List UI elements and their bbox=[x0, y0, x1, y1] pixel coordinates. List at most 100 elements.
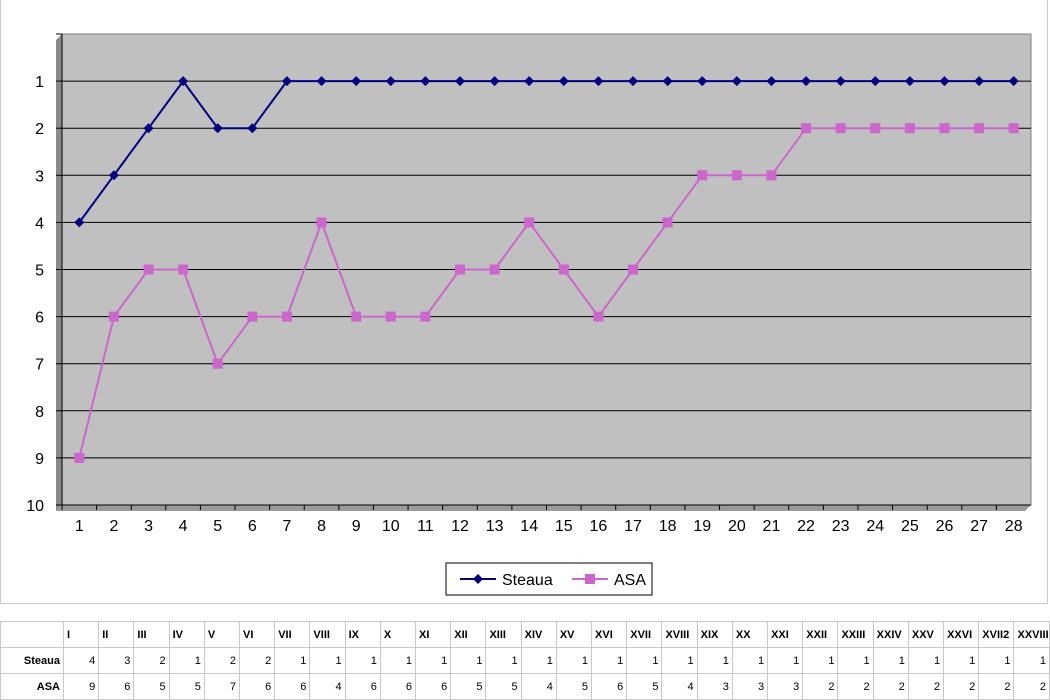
round-header-cell: XI bbox=[415, 621, 452, 648]
data-point-steaua bbox=[697, 76, 708, 87]
data-point-asa bbox=[904, 123, 915, 134]
rank-value-cell: 1 bbox=[168, 647, 205, 674]
round-header-cell: XV bbox=[555, 621, 593, 648]
x-tick-label: 21 bbox=[763, 518, 781, 535]
data-point-asa bbox=[143, 264, 154, 275]
data-point-steaua bbox=[454, 76, 465, 87]
rank-value-cell: 9 bbox=[62, 673, 100, 700]
rank-value-cell: 6 bbox=[239, 673, 276, 700]
team-name-cell: Steaua bbox=[0, 647, 64, 674]
data-point-asa bbox=[697, 170, 708, 181]
table-header-row: I II III IV V VI VII VIII IX X XI XII XIII XIV XV XVI XV… bbox=[0, 621, 1050, 648]
rank-value-cell: 5 bbox=[555, 673, 593, 700]
rank-value-cell: 3 bbox=[731, 673, 769, 700]
round-header-cell: XIII bbox=[485, 621, 522, 648]
data-point-steaua bbox=[420, 76, 431, 87]
x-tick-label: 7 bbox=[282, 518, 291, 535]
data-point-asa bbox=[108, 311, 119, 322]
data-point-steaua bbox=[974, 76, 985, 87]
data-point-steaua bbox=[524, 76, 535, 87]
legend-marker bbox=[473, 574, 483, 584]
plot-floor bbox=[56, 505, 1031, 511]
rank-value-cell: 1 bbox=[731, 647, 769, 674]
data-point-steaua bbox=[281, 76, 292, 87]
data-point-steaua bbox=[662, 76, 673, 87]
x-tick-label: 12 bbox=[451, 518, 469, 535]
x-tick-label: 18 bbox=[659, 518, 677, 535]
rank-value-cell: 1 bbox=[344, 647, 381, 674]
round-header-cell: III bbox=[133, 621, 170, 648]
data-point-asa bbox=[178, 264, 189, 275]
data-point-asa bbox=[74, 452, 85, 463]
rank-value-cell: 1 bbox=[943, 647, 980, 674]
rank-value-cell: 4 bbox=[62, 647, 100, 674]
data-point-asa bbox=[731, 170, 742, 181]
x-tick-label: 9 bbox=[352, 518, 361, 535]
rank-value-cell: 1 bbox=[696, 647, 733, 674]
table-row: ASA 9 6 5 5 7 6 6 4 6 6 6 5 5 4 5 6 5 4 3 3 3 2 2 2 2 2 2 2 bbox=[0, 673, 1050, 700]
data-point-steaua bbox=[143, 123, 154, 134]
data-point-asa bbox=[524, 217, 535, 228]
plot-side-wall bbox=[56, 34, 62, 511]
rank-value-cell: 1 bbox=[1013, 647, 1050, 674]
x-tick-label: 24 bbox=[866, 518, 884, 535]
data-point-asa bbox=[1008, 123, 1019, 134]
data-point-asa bbox=[454, 264, 465, 275]
rank-value-cell: 1 bbox=[626, 647, 663, 674]
x-tick-label: 2 bbox=[109, 518, 118, 535]
rank-value-cell: 5 bbox=[626, 673, 663, 700]
round-header-cell: XIX bbox=[696, 621, 733, 648]
round-header-cell: XXI bbox=[767, 621, 804, 648]
rank-value-cell: 1 bbox=[309, 647, 346, 674]
data-point-steaua bbox=[212, 123, 223, 134]
y-tick-label: 7 bbox=[35, 357, 44, 374]
x-tick-label: 16 bbox=[590, 518, 608, 535]
x-tick-label: 8 bbox=[317, 518, 326, 535]
results-table: I II III IV V VI VII VIII IX X XI XII XIII XIV XV XVI XV… bbox=[0, 621, 1050, 700]
round-header-cell: II bbox=[98, 621, 135, 648]
rank-value-cell: 3 bbox=[696, 673, 733, 700]
data-point-asa bbox=[870, 123, 881, 134]
rank-value-cell: 1 bbox=[450, 647, 487, 674]
y-tick-label: 3 bbox=[35, 168, 44, 185]
data-point-steaua bbox=[870, 76, 881, 87]
rank-value-cell: 1 bbox=[591, 647, 628, 674]
data-point-steaua bbox=[489, 76, 500, 87]
round-header-cell: IV bbox=[168, 621, 205, 648]
data-point-asa bbox=[489, 264, 500, 275]
rank-value-cell: 6 bbox=[379, 673, 417, 700]
round-header-cell: X bbox=[379, 621, 417, 648]
data-point-asa bbox=[628, 264, 639, 275]
data-point-steaua bbox=[939, 76, 950, 87]
rank-value-cell: 6 bbox=[344, 673, 381, 700]
table-row: Steaua 4 3 2 1 2 2 1 1 1 1 1 1 1 1 1 1 1 1 1 1 1 1 1 1 1 1 1 1 bbox=[0, 647, 1050, 674]
x-tick-label: 3 bbox=[144, 518, 153, 535]
round-header-cell: XXIII bbox=[837, 621, 874, 648]
team-name-cell: ASA bbox=[0, 673, 64, 700]
y-tick-label: 8 bbox=[35, 404, 44, 421]
data-point-steaua bbox=[801, 76, 812, 87]
data-point-asa bbox=[974, 123, 985, 134]
x-tick-label: 1 bbox=[75, 518, 84, 535]
data-point-steaua bbox=[247, 123, 258, 134]
x-tick-label: 27 bbox=[970, 518, 988, 535]
rank-value-cell: 2 bbox=[802, 673, 839, 700]
y-tick-label: 9 bbox=[35, 451, 44, 468]
rank-value-cell: 1 bbox=[274, 647, 311, 674]
rank-value-cell: 5 bbox=[168, 673, 205, 700]
round-header-cell: V bbox=[203, 621, 241, 648]
legend-marker bbox=[585, 574, 595, 584]
x-tick-label: 28 bbox=[1005, 518, 1023, 535]
series-line-steaua bbox=[78, 79, 1014, 223]
rank-value-cell: 1 bbox=[978, 647, 1015, 674]
rank-value-cell: 4 bbox=[309, 673, 346, 700]
round-header-cell: XVI bbox=[591, 621, 628, 648]
data-point-steaua bbox=[731, 76, 742, 87]
y-tick-label: 10 bbox=[26, 498, 44, 515]
data-point-asa bbox=[766, 170, 777, 181]
x-tick-label: 26 bbox=[936, 518, 954, 535]
data-point-steaua bbox=[74, 217, 85, 228]
rank-value-cell: 2 bbox=[133, 647, 170, 674]
x-tick-label: 20 bbox=[728, 518, 746, 535]
y-tick-label: 4 bbox=[35, 215, 44, 232]
